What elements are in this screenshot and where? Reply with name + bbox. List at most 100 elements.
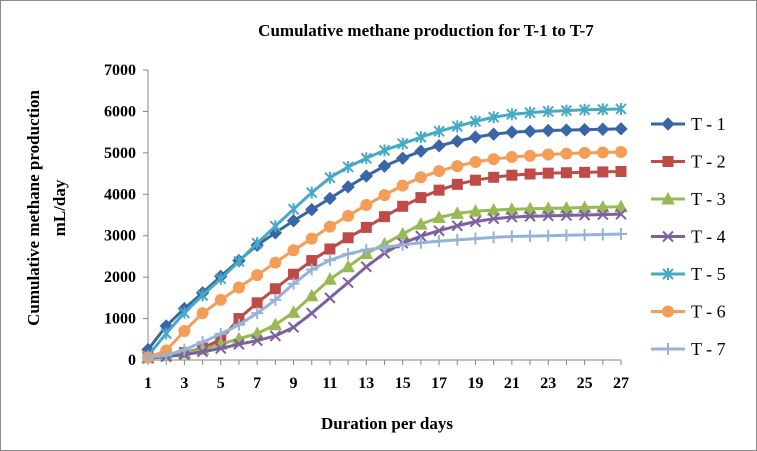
data-point-t-1 bbox=[395, 151, 410, 165]
legend-item-t-1: T - 1 bbox=[651, 114, 726, 134]
data-point-t-4 bbox=[269, 330, 282, 342]
data-point-t-6 bbox=[414, 171, 427, 184]
data-point-t-6 bbox=[323, 220, 336, 233]
data-point-t-4 bbox=[287, 321, 300, 333]
data-point-t-2 bbox=[615, 166, 627, 177]
data-point-t-4 bbox=[578, 209, 591, 221]
data-point-t-2 bbox=[451, 178, 463, 190]
data-point-t-2 bbox=[433, 184, 445, 196]
data-point-t-3 bbox=[486, 202, 501, 216]
data-point-t-6 bbox=[433, 165, 446, 178]
data-point-t-5 bbox=[378, 144, 391, 157]
data-point-t-7 bbox=[251, 307, 264, 320]
data-point-t-4 bbox=[469, 215, 482, 228]
data-point-t-4 bbox=[506, 211, 518, 223]
data-point-t-6 bbox=[396, 179, 409, 192]
x-tick-label: 19 bbox=[467, 375, 483, 392]
data-point-t-6 bbox=[560, 147, 573, 160]
legend-label-t-1: T - 1 bbox=[691, 114, 726, 134]
legend-item-t-4: T - 4 bbox=[651, 227, 726, 247]
data-point-t-2 bbox=[324, 243, 336, 255]
x-tick-label: 21 bbox=[504, 375, 520, 392]
x-tick-label: 13 bbox=[358, 375, 374, 392]
x-tick-label: 23 bbox=[540, 375, 556, 392]
chart-title: Cumulative methane production for T-1 to… bbox=[258, 21, 594, 40]
legend-marker-t-4 bbox=[662, 230, 674, 243]
data-point-t-6 bbox=[360, 199, 373, 212]
data-point-t-7 bbox=[469, 232, 482, 245]
x-tick-label: 5 bbox=[217, 375, 225, 392]
data-point-t-7 bbox=[142, 351, 154, 364]
data-point-t-5 bbox=[597, 103, 609, 116]
data-point-t-7 bbox=[378, 241, 391, 254]
data-point-t-6 bbox=[214, 293, 227, 306]
data-point-t-5 bbox=[160, 327, 172, 340]
data-point-t-5 bbox=[269, 220, 282, 233]
data-point-t-7 bbox=[578, 228, 591, 241]
legend: T - 1 T - 2 T - 3 T - 4 T - 5 T - 6 T - 7 bbox=[651, 114, 726, 359]
data-point-t-1 bbox=[432, 139, 446, 153]
data-point-t-5 bbox=[487, 111, 500, 124]
data-point-t-5 bbox=[542, 105, 554, 118]
data-point-t-3 bbox=[432, 210, 446, 223]
data-point-t-3 bbox=[304, 288, 319, 302]
data-point-t-6 bbox=[305, 232, 318, 245]
data-point-t-4 bbox=[560, 209, 573, 222]
data-point-t-2 bbox=[397, 200, 409, 212]
data-point-t-4 bbox=[524, 210, 536, 222]
x-tick-label: 1 bbox=[144, 375, 152, 392]
data-point-t-5 bbox=[287, 203, 300, 216]
data-point-t-5 bbox=[324, 171, 336, 184]
y-tick-label: 3000 bbox=[104, 228, 136, 245]
data-point-t-4 bbox=[451, 220, 463, 232]
data-point-t-5 bbox=[433, 125, 445, 138]
data-point-t-4 bbox=[487, 213, 500, 225]
data-point-t-4 bbox=[597, 208, 609, 221]
data-point-t-7 bbox=[305, 263, 318, 276]
legend-label-t-2: T - 2 bbox=[691, 152, 726, 172]
data-point-t-2 bbox=[379, 211, 390, 223]
data-point-t-1 bbox=[523, 124, 537, 139]
data-point-t-1 bbox=[486, 127, 501, 141]
data-point-t-5 bbox=[451, 120, 463, 133]
series-t-7 bbox=[142, 228, 627, 364]
data-point-t-4 bbox=[251, 334, 263, 347]
data-point-t-7 bbox=[160, 349, 173, 362]
data-point-t-5 bbox=[615, 102, 627, 115]
data-point-t-5 bbox=[196, 289, 209, 302]
data-point-t-6 bbox=[487, 153, 500, 166]
data-point-t-5 bbox=[578, 103, 591, 116]
data-point-t-2 bbox=[360, 221, 372, 233]
data-point-t-7 bbox=[505, 230, 518, 243]
data-point-t-3 bbox=[268, 317, 283, 331]
data-point-t-3 bbox=[341, 259, 355, 273]
legend-marker-t-1 bbox=[661, 117, 675, 131]
legend-label-t-5: T - 5 bbox=[691, 264, 726, 284]
series-t-6 bbox=[142, 146, 627, 364]
data-point-t-6 bbox=[469, 155, 482, 168]
data-point-t-4 bbox=[324, 292, 336, 304]
data-point-t-2 bbox=[506, 169, 518, 181]
data-point-t-3 bbox=[559, 200, 574, 214]
y-axis-label-line2: mL/day bbox=[50, 179, 69, 236]
legend-marker-t-5 bbox=[662, 268, 674, 280]
data-point-t-7 bbox=[414, 236, 427, 249]
data-point-t-7 bbox=[433, 235, 446, 248]
y-axis-label-line1: Cumulative methane production bbox=[24, 90, 43, 326]
data-point-t-1 bbox=[359, 169, 374, 183]
data-point-t-2 bbox=[269, 283, 281, 295]
data-point-t-5 bbox=[469, 115, 482, 128]
data-point-t-7 bbox=[451, 233, 464, 246]
data-point-t-4 bbox=[615, 208, 627, 220]
legend-item-t-6: T - 6 bbox=[651, 302, 726, 322]
data-point-t-7 bbox=[542, 229, 555, 242]
data-point-t-5 bbox=[415, 131, 427, 144]
x-axis-label: Duration per days bbox=[321, 414, 453, 433]
data-point-t-1 bbox=[614, 122, 628, 136]
data-point-t-7 bbox=[596, 228, 609, 241]
data-point-t-1 bbox=[505, 125, 519, 139]
data-point-t-2 bbox=[469, 174, 481, 186]
